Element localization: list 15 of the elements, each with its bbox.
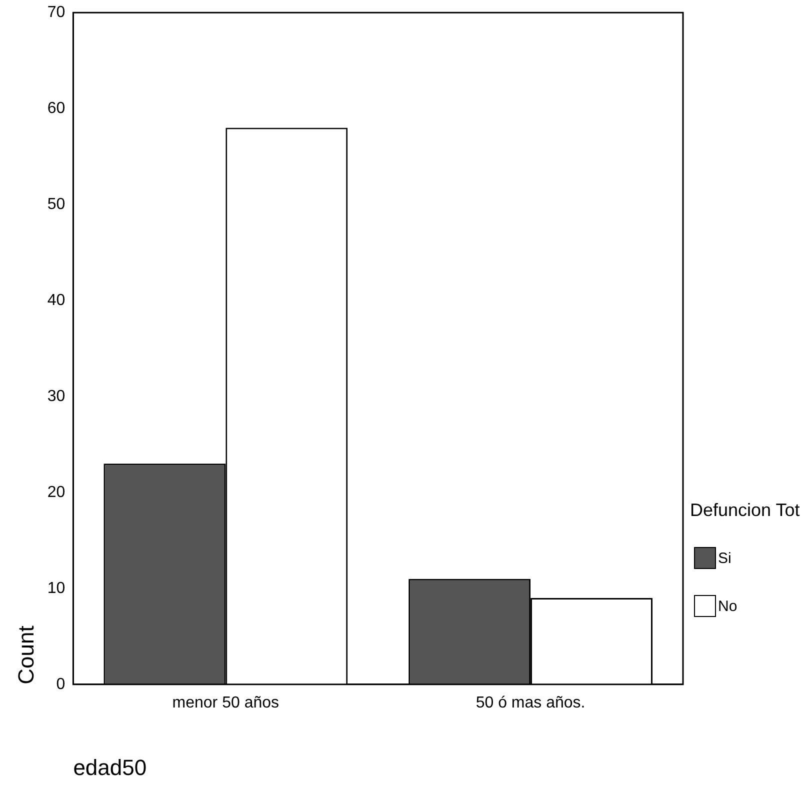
y-tick-label: 0: [56, 676, 66, 693]
y-tick-label: 50: [47, 196, 66, 213]
x-tick-label: 50 ó mas años.: [476, 694, 586, 712]
y-tick-label: 40: [47, 292, 66, 309]
legend-title: Defuncion Tot: [690, 500, 800, 521]
legend-label: Si: [718, 550, 732, 566]
y-tick-label: 20: [47, 484, 66, 501]
y-axis-title: Count: [13, 626, 38, 684]
x-tick-label: menor 50 años: [172, 694, 280, 712]
y-tick-label: 60: [47, 100, 66, 117]
y-tick-label: 70: [47, 4, 66, 22]
x-axis-title: edad50: [73, 754, 147, 780]
y-tick-label: 30: [47, 388, 66, 405]
text: No: [718, 598, 738, 614]
y-tick-label: 10: [47, 580, 66, 597]
